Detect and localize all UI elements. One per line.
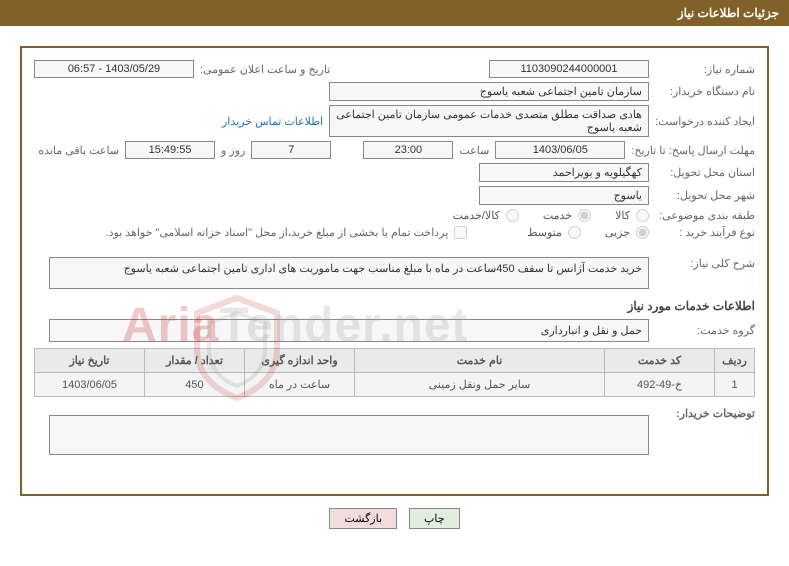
province-value: کهگیلویه و بویراحمد [479,163,649,182]
table-row: 1 خ-49-492 سایر حمل ونقل زمینی ساعت در م… [35,373,755,397]
days-value: 7 [251,141,331,159]
need-number-value: 1103090244000001 [489,60,649,78]
category-label: طبقه بندی موضوعی: [655,209,755,222]
cat-service-label: خدمت [543,209,572,222]
proc-partial-label: جزیی [605,226,630,239]
province-label: استان محل تحویل: [655,166,755,179]
cell-name: سایر حمل ونقل زمینی [355,373,605,397]
city-label: شهر محل تحویل: [655,189,755,202]
need-number-label: شماره نیاز: [655,63,755,76]
service-group-value: حمل و نقل و انبارداری [49,319,649,342]
buyer-contact-link[interactable]: اطلاعات تماس خریدار [222,115,323,128]
announce-label: تاریخ و ساعت اعلان عمومی: [200,63,330,76]
services-table: ردیف کد خدمت نام خدمت واحد اندازه گیری ت… [34,348,755,397]
process-label: نوع فرآیند خرید : [655,226,755,239]
table-header-row: ردیف کد خدمت نام خدمت واحد اندازه گیری ت… [35,349,755,373]
cat-goods-label: کالا [615,209,630,222]
button-bar: چاپ بازگشت [0,508,789,529]
col-unit: واحد اندازه گیری [245,349,355,373]
col-date: تاریخ نیاز [35,349,145,373]
radio-service[interactable] [578,209,591,222]
col-name: نام خدمت [355,349,605,373]
header-title: جزئیات اطلاعات نیاز [678,6,779,20]
radio-goods[interactable] [636,209,649,222]
page-header: جزئیات اطلاعات نیاز [0,0,789,26]
services-info-title: اطلاعات خدمات مورد نیاز [34,299,755,313]
payment-note: پرداخت تمام یا بخشی از مبلغ خرید،از محل … [106,226,449,239]
time-label: ساعت [459,144,489,157]
city-value: یاسوج [479,186,649,205]
cell-row: 1 [715,373,755,397]
need-desc-label: شرح کلی نیاز: [655,257,755,270]
cell-date: 1403/06/05 [35,373,145,397]
buyer-org-label: نام دستگاه خریدار: [655,85,755,98]
radio-medium[interactable] [568,226,581,239]
service-group-label: گروه خدمت: [655,324,755,337]
need-desc-value: خرید خدمت آژانس تا سقف 450ساعت در ماه با… [49,257,649,289]
cell-unit: ساعت در ماه [245,373,355,397]
col-qty: تعداد / مقدار [145,349,245,373]
radio-partial[interactable] [636,226,649,239]
cell-code: خ-49-492 [605,373,715,397]
col-row: ردیف [715,349,755,373]
print-button[interactable]: چاپ [409,508,460,529]
buyer-org-value: سازمان تامین اجتماعی شعبه یاسوج [329,82,649,101]
buyer-notes-label: توضیحات خریدار: [655,407,755,420]
radio-goods-service[interactable] [506,209,519,222]
payment-checkbox[interactable] [454,226,467,239]
cell-qty: 450 [145,373,245,397]
cat-goods-service-label: کالا/خدمت [453,209,500,222]
requester-value: هادی صداقت مطلق متصدی خدمات عمومی سازمان… [329,105,649,137]
main-panel: AriaTender.net شماره نیاز: 1103090244000… [20,46,769,496]
requester-label: ایجاد کننده درخواست: [655,115,755,128]
back-button[interactable]: بازگشت [329,508,397,529]
proc-medium-label: متوسط [527,226,562,239]
days-suffix: روز و [221,144,245,157]
deadline-date: 1403/06/05 [495,141,625,159]
announce-value: 1403/05/29 - 06:57 [34,60,194,78]
buyer-notes-box [49,415,649,455]
remaining-suffix: ساعت باقی مانده [38,144,119,157]
deadline-time: 23:00 [363,141,453,159]
remaining-time: 15:49:55 [125,141,215,159]
deadline-label: مهلت ارسال پاسخ: تا تاریخ: [631,144,755,157]
col-code: کد خدمت [605,349,715,373]
